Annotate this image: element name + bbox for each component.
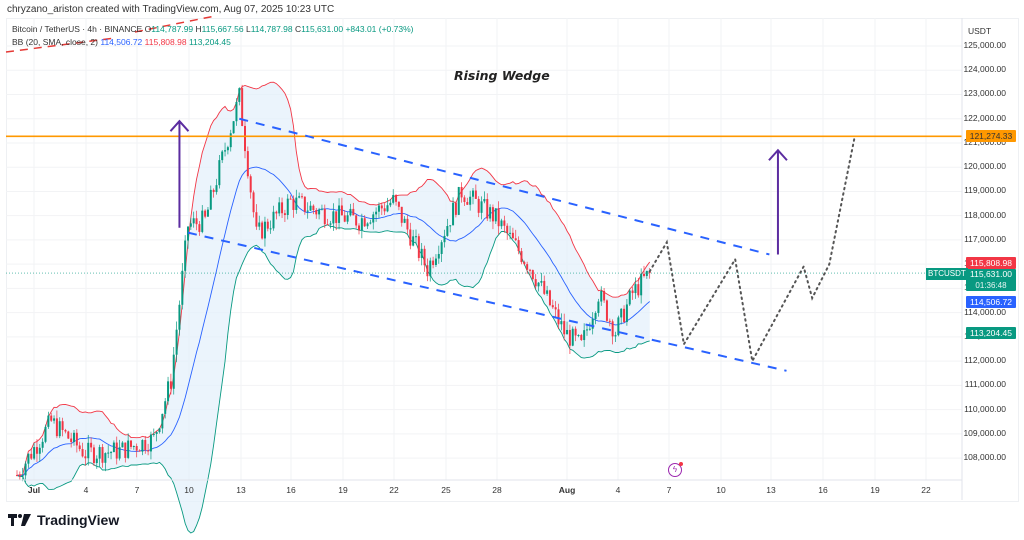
resistance-price-tag: 121,274.33 bbox=[966, 130, 1016, 142]
time-tick: 10 bbox=[716, 485, 726, 495]
ohlc-row: Bitcoin / TetherUS · 4h · BINANCE O114,7… bbox=[12, 24, 414, 34]
time-tick: 16 bbox=[818, 485, 828, 495]
close-value: 115,631.00 bbox=[301, 24, 344, 34]
low-value: 114,787.98 bbox=[250, 24, 293, 34]
drawings bbox=[5, 15, 962, 372]
pattern-title[interactable]: Rising Wedge bbox=[454, 68, 550, 83]
price-tick: 118,000.00 bbox=[964, 209, 1006, 220]
time-tick: 22 bbox=[389, 485, 399, 495]
bb-basis-value: 114,506.72 bbox=[100, 37, 143, 47]
price-tick: 122,000.00 bbox=[963, 112, 1006, 123]
price-tick: 125,000.00 bbox=[963, 40, 1006, 50]
price-tick: 117,000.00 bbox=[964, 233, 1006, 244]
open-value: 114,787.99 bbox=[151, 24, 194, 34]
time-tick: 4 bbox=[615, 485, 621, 495]
price-tick: 110,000.00 bbox=[964, 403, 1006, 414]
time-tick: 28 bbox=[492, 485, 502, 495]
tradingview-logo[interactable]: TradingView bbox=[8, 512, 119, 528]
candles bbox=[16, 84, 651, 482]
time-tick: 7 bbox=[134, 485, 140, 495]
bb-upper-value: 115,808.98 bbox=[144, 37, 187, 47]
bb-lower-value: 113,204.45 bbox=[188, 37, 231, 47]
price-tick: 108,000.00 bbox=[963, 452, 1006, 463]
time-tick: 13 bbox=[766, 485, 776, 495]
time-tick: 25 bbox=[441, 485, 451, 495]
time-tick: 7 bbox=[666, 485, 672, 495]
time-tick: 10 bbox=[184, 485, 194, 495]
price-tick: 109,000.00 bbox=[963, 427, 1006, 438]
time-tick: 19 bbox=[870, 485, 880, 495]
bar-countdown: 01:36:48 bbox=[975, 281, 1007, 290]
currency-label[interactable]: USDT bbox=[968, 26, 992, 36]
chart-frame bbox=[6, 18, 1019, 502]
symbol-label[interactable]: Bitcoin / TetherUS · 4h · BINANCE bbox=[12, 24, 143, 34]
credit-text: chryzano_ariston created with TradingVie… bbox=[7, 4, 335, 15]
time-tick: 4 bbox=[83, 485, 89, 495]
time-tick: 13 bbox=[236, 485, 246, 495]
symbol-tag: BTCUSDT bbox=[926, 268, 968, 280]
bb-lower-tag: 113,204.45 bbox=[966, 327, 1016, 339]
price-tick: 120,000.00 bbox=[963, 161, 1006, 172]
time-tick: 16 bbox=[286, 485, 296, 495]
bb-row: BB (20, SMA, close, 2) 114,506.72 115,80… bbox=[12, 36, 414, 49]
price-tick: 119,000.00 bbox=[964, 185, 1006, 196]
time-tick: 22 bbox=[921, 485, 931, 495]
high-value: 115,667.56 bbox=[201, 24, 244, 34]
price-tick: 112,000.00 bbox=[964, 355, 1006, 366]
flash-event-icon[interactable]: ϟ bbox=[668, 462, 683, 477]
bb-indicator-label[interactable]: BB (20, SMA, close, 2) bbox=[12, 37, 98, 47]
price-tick: 124,000.00 bbox=[963, 64, 1006, 75]
change-value: +843.01 (+0.73%) bbox=[345, 24, 414, 34]
chart-legend: Bitcoin / TetherUS · 4h · BINANCE O114,7… bbox=[12, 23, 414, 49]
bb-upper-tag: 115,808.98 bbox=[966, 257, 1016, 269]
price-tick: 111,000.00 bbox=[964, 379, 1006, 390]
price-tick: 114,000.00 bbox=[964, 306, 1006, 317]
bb-basis-tag: 114,506.72 bbox=[966, 296, 1016, 308]
time-tick: 19 bbox=[338, 485, 348, 495]
price-tick: 123,000.00 bbox=[963, 88, 1006, 99]
tradingview-logo-icon bbox=[8, 514, 31, 526]
time-tick: Jul bbox=[27, 485, 41, 495]
last-price-tag: 115,631.00 01:36:48 bbox=[966, 269, 1016, 291]
time-tick: Aug bbox=[558, 485, 576, 495]
